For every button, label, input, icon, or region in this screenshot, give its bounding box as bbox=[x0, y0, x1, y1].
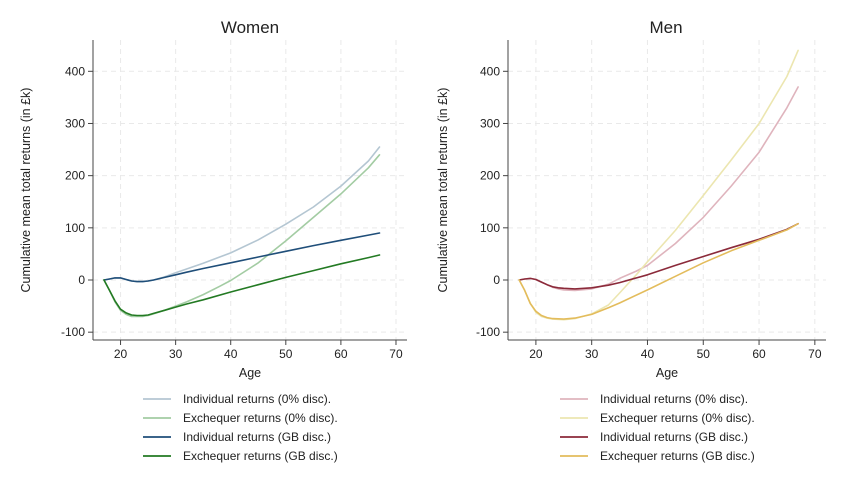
legend-label: Exchequer returns (0% disc). bbox=[600, 411, 755, 425]
y-axis-label: Cumulative mean total returns (in £k) bbox=[436, 88, 450, 293]
y-tick-label: 200 bbox=[480, 169, 500, 183]
legend-label: Individual returns (0% disc). bbox=[600, 392, 748, 406]
y-tick-label: 200 bbox=[65, 169, 85, 183]
x-tick-label: 60 bbox=[334, 347, 348, 361]
x-tick-label: 20 bbox=[529, 347, 543, 361]
series-line-4 bbox=[103, 254, 381, 317]
series-line-4 bbox=[518, 222, 799, 320]
x-tick-label: 40 bbox=[224, 347, 238, 361]
x-tick-label: 30 bbox=[169, 347, 183, 361]
x-axis-label: Age bbox=[656, 366, 678, 380]
x-tick-label: 60 bbox=[752, 347, 766, 361]
series-line-1 bbox=[103, 146, 381, 283]
panel-women: Women 20 30 40 50 60 70 -100 0 100 200 300 400 Age Cum… bbox=[19, 18, 407, 463]
series-line-1 bbox=[518, 86, 799, 292]
chart-title: Women bbox=[221, 18, 279, 37]
x-tick-label: 50 bbox=[697, 347, 711, 361]
series-line-2 bbox=[103, 154, 381, 318]
x-tick-label: 40 bbox=[641, 347, 655, 361]
y-tick-label: 100 bbox=[65, 221, 85, 235]
series-line-2 bbox=[518, 49, 799, 321]
y-tick-label: 0 bbox=[493, 273, 500, 287]
legend-label: Individual returns (0% disc). bbox=[183, 392, 331, 406]
x-axis-label: Age bbox=[239, 366, 261, 380]
y-tick-label: -100 bbox=[476, 325, 500, 339]
y-tick-label: 400 bbox=[65, 64, 85, 78]
y-tick-label: -100 bbox=[61, 325, 85, 339]
series-line-3 bbox=[103, 232, 381, 283]
legend-label: Exchequer returns (0% disc). bbox=[183, 411, 338, 425]
x-tick-label: 50 bbox=[279, 347, 293, 361]
y-tick-label: 300 bbox=[480, 116, 500, 130]
legend-label: Exchequer returns (GB disc.) bbox=[183, 449, 338, 463]
y-axis-label: Cumulative mean total returns (in £k) bbox=[19, 88, 33, 293]
chart-title: Men bbox=[649, 18, 682, 37]
series-line-3 bbox=[518, 222, 799, 290]
legend-label: Exchequer returns (GB disc.) bbox=[600, 449, 755, 463]
x-tick-label: 20 bbox=[114, 347, 128, 361]
y-tick-label: 400 bbox=[480, 64, 500, 78]
x-tick-label: 70 bbox=[808, 347, 822, 361]
y-tick-label: 0 bbox=[78, 273, 85, 287]
y-tick-label: 300 bbox=[65, 116, 85, 130]
legend-label: Individual returns (GB disc.) bbox=[183, 430, 331, 444]
legend-label: Individual returns (GB disc.) bbox=[600, 430, 748, 444]
panel-men: Men 20 30 40 50 60 70 -100 0 100 200 300 400 Age Cumul… bbox=[436, 18, 826, 463]
x-tick-label: 30 bbox=[585, 347, 599, 361]
x-tick-label: 70 bbox=[389, 347, 403, 361]
y-tick-label: 100 bbox=[480, 221, 500, 235]
